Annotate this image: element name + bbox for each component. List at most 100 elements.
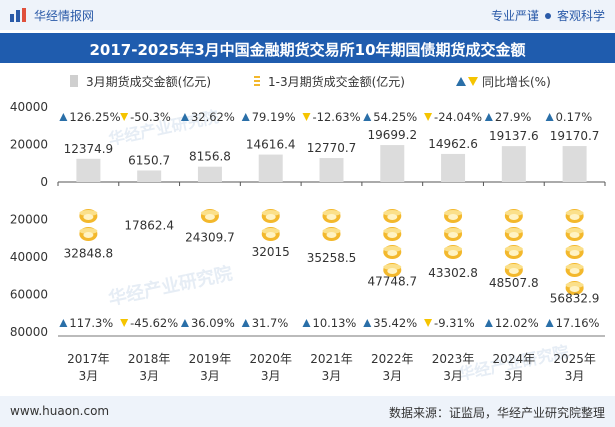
- x-tick-label: 3月: [200, 369, 220, 383]
- chart-title: 2017-2025年3月中国金融期货交易所10年期国债期货成交金额: [89, 41, 526, 59]
- y-tick-label: 40000: [10, 250, 48, 264]
- coin-mark: [79, 209, 98, 223]
- growth-label: -50.3%: [130, 110, 171, 124]
- growth-label: 35.42%: [373, 316, 417, 330]
- growth-up-marker: [59, 113, 68, 121]
- growth-up-marker: [180, 319, 189, 327]
- brand-name: 华经情报网: [34, 9, 95, 23]
- x-tick-label: 3月: [565, 369, 585, 383]
- legend: 3月期货成交金额(亿元) 1-3月期货成交金额(亿元) 同比增长(%): [0, 69, 615, 93]
- growth-label: 12.02%: [495, 316, 539, 330]
- growth-up-marker: [545, 319, 554, 327]
- x-tick-label: 2019年: [189, 352, 232, 366]
- x-tick-label: 2024年: [493, 352, 536, 366]
- tagline: 专业严谨 客观科学: [491, 7, 605, 24]
- top-bar: 华经情报网 专业严谨 客观科学: [0, 0, 615, 30]
- ytd-value-label: 56832.9: [550, 292, 600, 306]
- growth-up-marker: [363, 113, 372, 121]
- growth-up-marker: [59, 319, 68, 327]
- bar-value-label: 14962.6: [428, 137, 478, 151]
- ytd-value-label: 47748.7: [367, 275, 417, 289]
- ytd-value-label: 17862.4: [124, 218, 174, 232]
- x-tick-label: 3月: [443, 369, 463, 383]
- growth-label: -12.63%: [313, 110, 361, 124]
- coin-mark: [565, 263, 584, 277]
- bar-value-label: 19699.2: [367, 128, 417, 142]
- y-tick-label: 80000: [10, 325, 48, 339]
- bar: [258, 154, 283, 182]
- bar-swatch-icon: [70, 75, 78, 87]
- x-tick-label: 2018年: [128, 352, 171, 366]
- legend-item-growth: 同比增长(%): [456, 73, 551, 90]
- growth-down-marker: [424, 113, 433, 121]
- ytd-value-label: 48507.8: [489, 276, 539, 290]
- coin-mark: [504, 263, 523, 277]
- ytd-value-label: 43302.8: [428, 266, 478, 280]
- bar-value-label: 19170.7: [550, 129, 600, 143]
- bar-value-label: 6150.7: [128, 153, 170, 167]
- logo-icon: [10, 8, 26, 22]
- coin-mark: [444, 245, 463, 259]
- bar: [501, 146, 526, 182]
- coin-mark: [444, 209, 463, 223]
- coin-mark: [200, 209, 219, 223]
- growth-triangles-icon: [456, 77, 478, 86]
- growth-label: 54.25%: [373, 110, 417, 124]
- growth-up-marker: [241, 319, 250, 327]
- bar-value-label: 12770.7: [307, 141, 357, 155]
- coin-mark: [504, 227, 523, 241]
- growth-down-marker: [302, 113, 311, 121]
- coin-mark: [444, 227, 463, 241]
- bar: [319, 158, 344, 182]
- growth-label: 126.25%: [69, 110, 120, 124]
- coin-mark: [565, 245, 584, 259]
- bar-value-label: 8156.8: [189, 150, 231, 164]
- coin-swatch-icon: [254, 76, 260, 86]
- x-tick-label: 2021年: [310, 352, 353, 366]
- coin-mark: [261, 209, 280, 223]
- ytd-value-label: 35258.5: [307, 251, 357, 265]
- growth-up-marker: [363, 319, 372, 327]
- ytd-value-label: 32848.8: [64, 247, 114, 261]
- growth-label: -45.62%: [130, 316, 178, 330]
- coin-mark: [504, 245, 523, 259]
- tagline-left: 专业严谨: [490, 9, 539, 23]
- legend-label-ytd: 1-3月期货成交金额(亿元): [268, 75, 405, 89]
- coin-mark: [383, 263, 402, 277]
- x-tick-label: 3月: [382, 369, 402, 383]
- growth-down-marker: [120, 319, 129, 327]
- x-tick-label: 2023年: [432, 352, 475, 366]
- data-source: 数据来源：证监局，华经产业研究院整理: [388, 406, 605, 420]
- x-tick-label: 3月: [504, 369, 524, 383]
- title-bar: 2017-2025年3月中国金融期货交易所10年期国债期货成交金额: [0, 33, 615, 63]
- legend-item-ytd: 1-3月期货成交金额(亿元): [252, 73, 405, 90]
- growth-label: 10.13%: [313, 316, 357, 330]
- coin-mark: [565, 227, 584, 241]
- ytd-value-label: 32015: [252, 245, 290, 259]
- coin-mark: [504, 209, 523, 223]
- growth-label: 17.16%: [556, 316, 600, 330]
- growth-label: 117.3%: [69, 316, 113, 330]
- bar: [562, 146, 587, 182]
- coin-mark: [383, 245, 402, 259]
- coin-mark: [79, 227, 98, 241]
- growth-up-marker: [241, 113, 250, 121]
- tagline-right: 客观科学: [556, 9, 605, 23]
- growth-label: 0.17%: [556, 110, 593, 124]
- growth-down-marker: [424, 319, 433, 327]
- bar: [76, 158, 101, 182]
- legend-label-growth: 同比增长(%): [482, 75, 551, 89]
- coin-mark: [565, 281, 584, 295]
- y-tick-label: 40000: [10, 100, 48, 114]
- bar: [137, 170, 162, 182]
- footer-bar: www.huaon.com 数据来源：证监局，华经产业研究院整理: [0, 396, 615, 427]
- ytd-value-label: 24309.7: [185, 231, 235, 245]
- site-url[interactable]: www.huaon.com: [10, 404, 110, 418]
- x-tick-label: 3月: [261, 369, 281, 383]
- chart-area: 华经产业研究院华经产业研究院华经产业研究院4000020000020000400…: [10, 100, 606, 384]
- coin-mark: [322, 209, 341, 223]
- growth-down-marker: [120, 113, 129, 121]
- growth-label: 36.09%: [191, 316, 235, 330]
- watermark-text: 华经产业研究院: [106, 262, 234, 310]
- legend-label-month: 3月期货成交金额(亿元): [86, 75, 211, 89]
